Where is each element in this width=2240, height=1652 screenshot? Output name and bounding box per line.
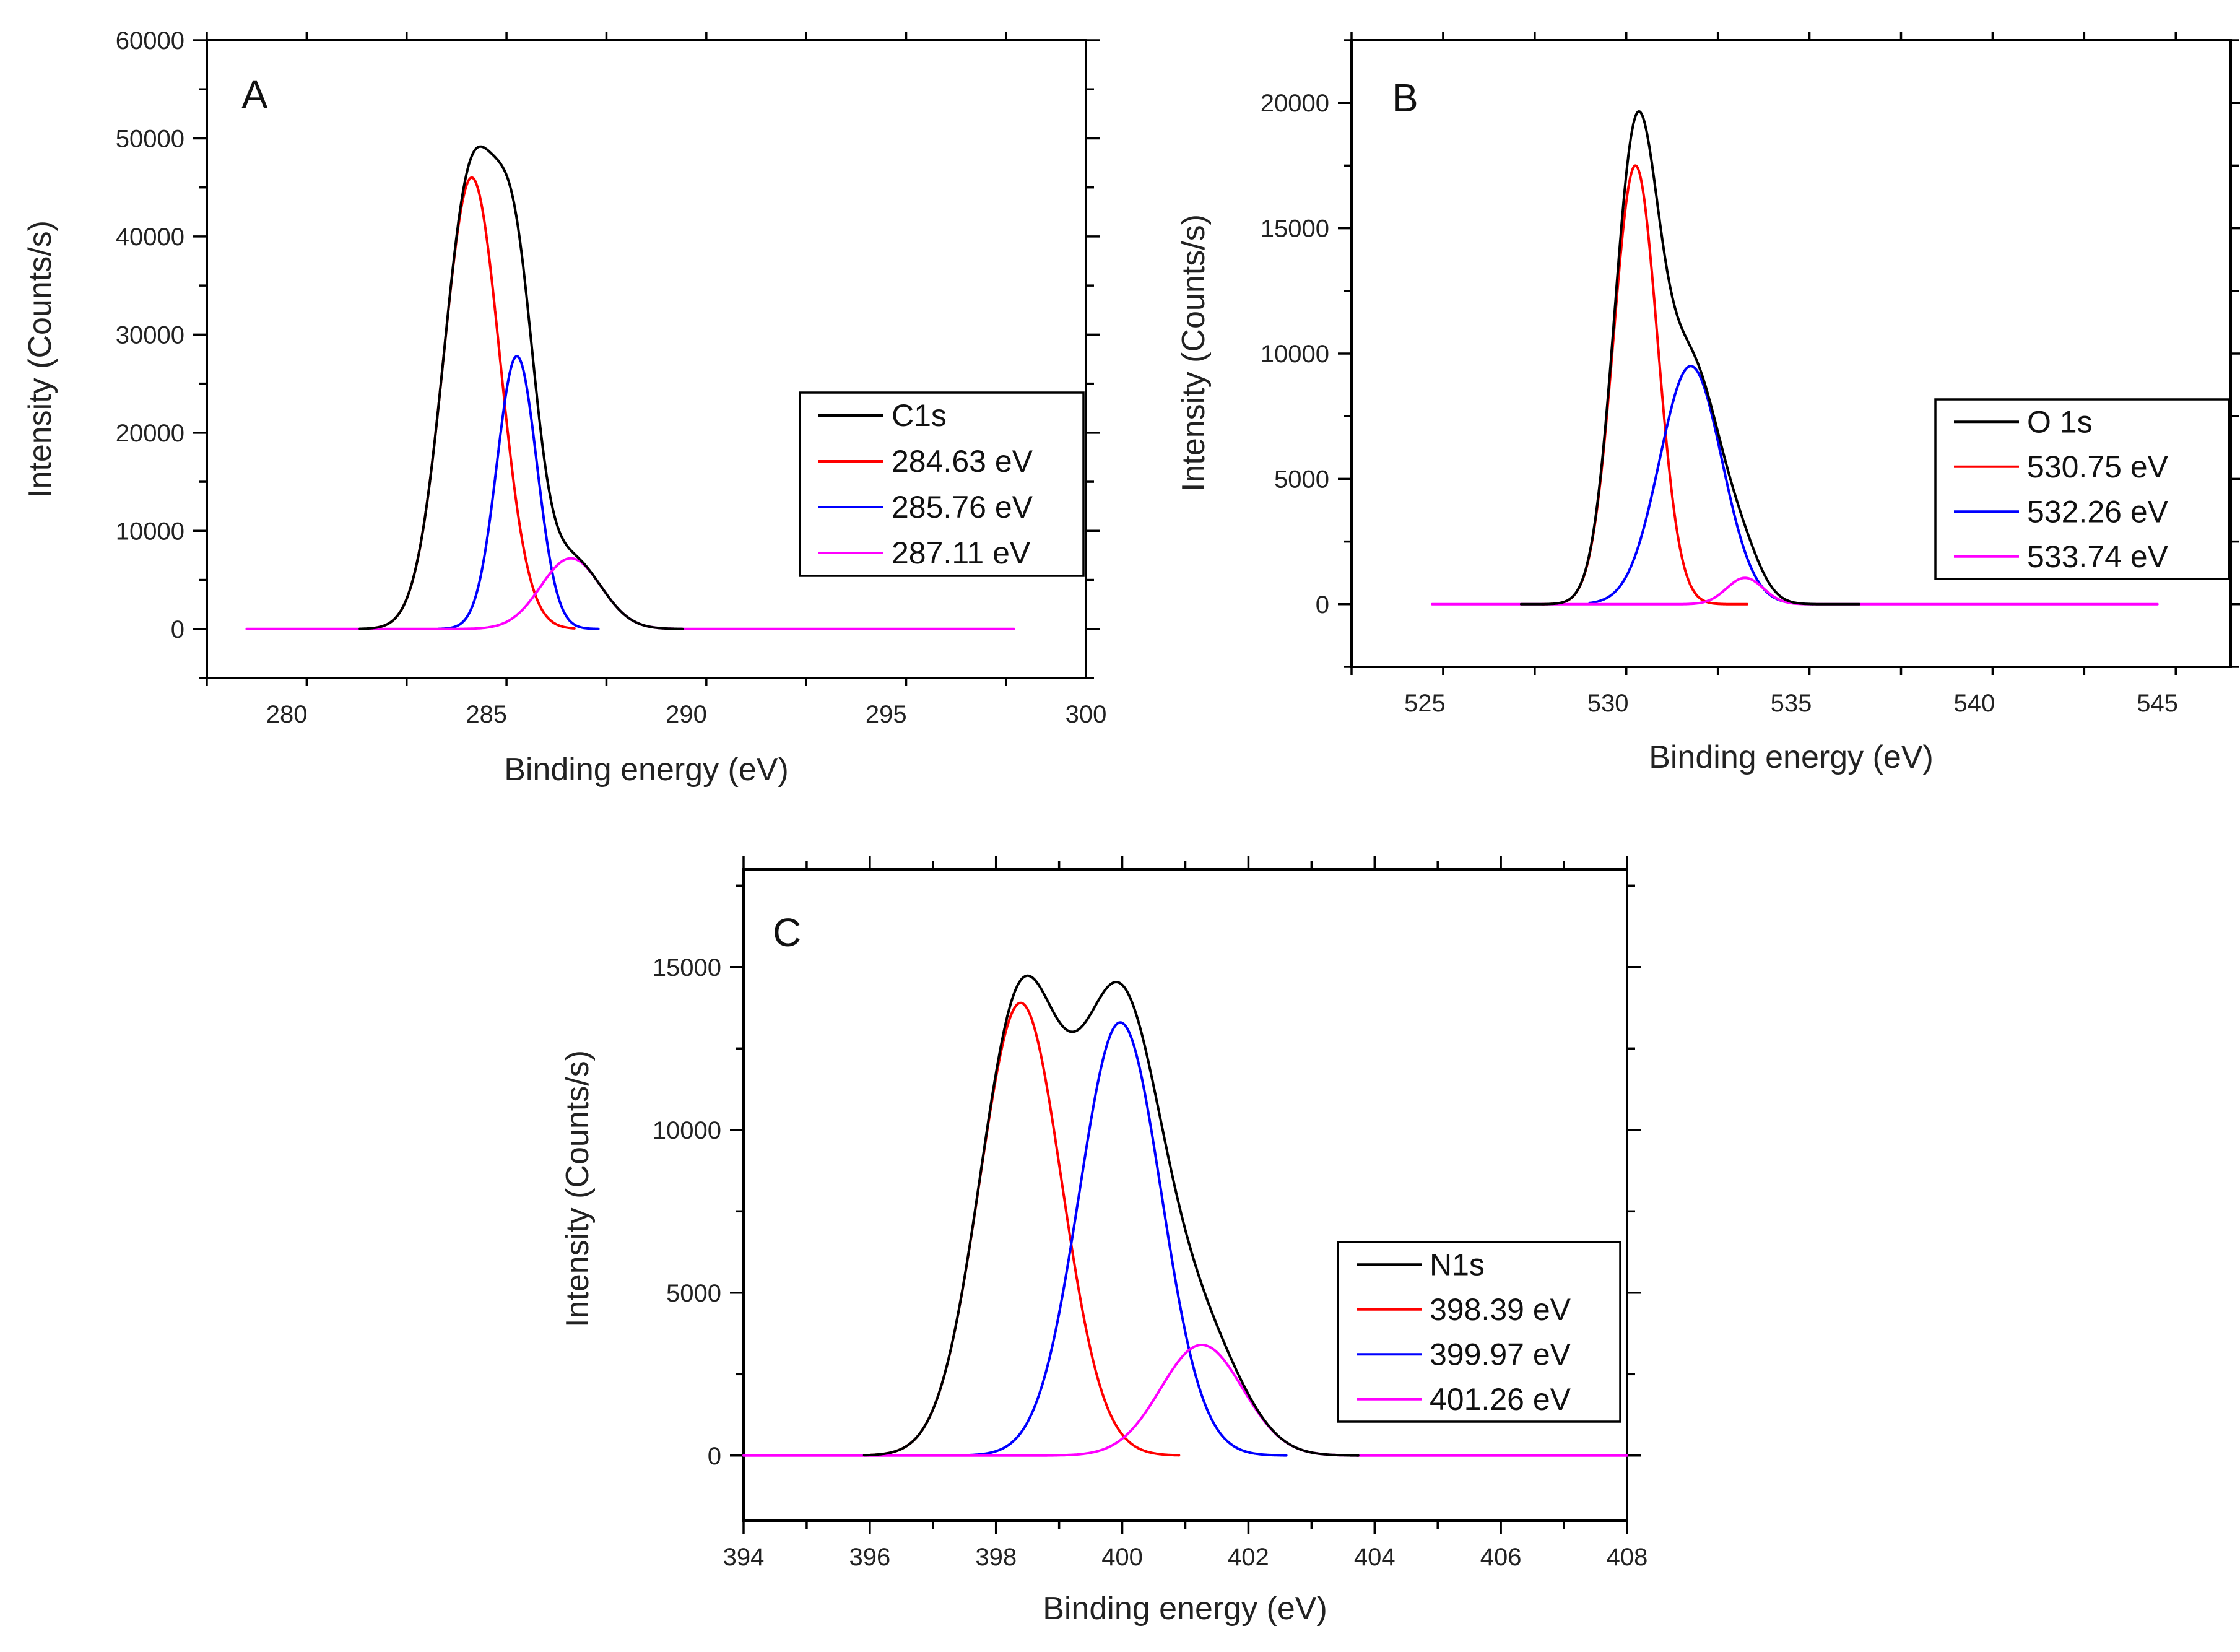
x-tick-label: 530: [1587, 690, 1629, 717]
envelope-curve: [1519, 110, 1861, 606]
tick-marks: [193, 32, 1100, 686]
plot-frame: [206, 39, 1087, 679]
legend-entries: N1s 398.39 eV 399.97 eV 401.26 eV: [1357, 1247, 1571, 1417]
x-axis-label: Binding energy (eV): [1043, 1591, 1327, 1627]
x-axis-label: Binding energy (eV): [504, 752, 789, 788]
legend-label: 284.63 eV: [892, 444, 1033, 479]
legend-box: [1934, 398, 2230, 580]
x-tick-label: 400: [1101, 1544, 1143, 1571]
spectrum-curves: [1431, 110, 2159, 606]
y-tick-label: 20000: [1261, 90, 1329, 117]
legend-label: 398.39 eV: [1430, 1292, 1571, 1327]
legend-label: N1s: [1430, 1247, 1485, 1282]
envelope-curve: [862, 974, 1360, 1457]
legend-label: 287.11 eV: [892, 536, 1031, 570]
component-curve: [1588, 365, 1815, 606]
x-tick-label: 545: [2137, 690, 2178, 717]
y-axis-label: Intensity (Counts/s): [22, 220, 58, 498]
legend: O 1s 530.75 eV 532.26 eV 533.74 eV: [1934, 398, 2230, 580]
component-curve: [437, 355, 600, 630]
x-tick-labels: 394 396 398 400 402 404 406 408: [723, 1544, 1648, 1571]
y-tick-label: 30000: [116, 321, 184, 349]
x-tick-label: 402: [1228, 1544, 1269, 1571]
x-tick-label: 404: [1354, 1544, 1396, 1571]
x-tick-label: 408: [1607, 1544, 1648, 1571]
x-axis-label: Binding energy (eV): [1649, 739, 1934, 775]
x-tick-labels: 525 530 535 540 545: [1404, 690, 2178, 717]
y-tick-label: 10000: [1261, 341, 1329, 368]
y-tick-labels: 0 5000 10000 15000 20000: [1261, 90, 1329, 619]
y-axis-label: Intensity (Counts/s): [560, 1050, 596, 1328]
y-tick-label: 10000: [653, 1117, 721, 1144]
x-tick-label: 396: [849, 1544, 890, 1571]
legend-label: 285.76 eV: [892, 490, 1033, 524]
legend-label: 533.74 eV: [2027, 539, 2169, 574]
panel-b: 525 530 535 540 545 0 5000 10000 15000 20000 B B…: [1176, 32, 2240, 775]
plot-frame: [742, 868, 1628, 1522]
x-tick-label: 280: [266, 701, 308, 728]
tick-marks: [730, 856, 1641, 1534]
x-tick-labels: 280 285 290 295 300: [266, 701, 1107, 728]
legend-label: C1s: [892, 398, 947, 433]
spectrum-curves: [742, 974, 1628, 1457]
legend-label: O 1s: [2027, 404, 2093, 439]
legend-label: 401.26 eV: [1430, 1382, 1571, 1417]
panel-label: C: [773, 910, 801, 955]
y-tick-label: 15000: [653, 954, 721, 981]
y-tick-labels: 0 10000 20000 30000 40000 50000 60000: [116, 27, 184, 643]
y-tick-label: 50000: [116, 125, 184, 152]
legend-label: 399.97 eV: [1430, 1337, 1571, 1372]
component-curve: [862, 1001, 1181, 1457]
y-tick-label: 5000: [666, 1280, 721, 1307]
x-tick-label: 394: [723, 1544, 765, 1571]
y-tick-label: 20000: [116, 420, 184, 447]
y-tick-label: 0: [708, 1443, 721, 1470]
panel-label: B: [1392, 76, 1418, 120]
y-tick-label: 5000: [1274, 466, 1329, 493]
legend-box: [799, 391, 1085, 577]
y-tick-label: 60000: [116, 27, 184, 54]
panel-a: 280 285 290 295 300 0 10000 20000 30000 40000 500…: [22, 27, 1106, 788]
y-tick-label: 15000: [1261, 215, 1329, 243]
component-curve: [957, 1021, 1288, 1457]
panel-c: 394 396 398 400 402 404 406 408 0 5000 10000 15000…: [560, 856, 1647, 1627]
x-tick-label: 398: [975, 1544, 1017, 1571]
panel-label: A: [241, 72, 268, 117]
legend: N1s 398.39 eV 399.97 eV 401.26 eV: [1337, 1241, 1621, 1423]
x-tick-label: 535: [1771, 690, 1812, 717]
component-curve: [1540, 164, 1748, 606]
legend-entries: C1s 284.63 eV 285.76 eV 287.11 eV: [818, 398, 1033, 570]
y-tick-label: 0: [171, 616, 184, 643]
legend: C1s 284.63 eV 285.76 eV 287.11 eV: [799, 391, 1085, 577]
component-curve: [1431, 576, 2159, 606]
y-tick-label: 40000: [116, 224, 184, 251]
x-tick-label: 406: [1480, 1544, 1522, 1571]
x-tick-label: 540: [1953, 690, 1995, 717]
tick-marks: [1338, 32, 2240, 675]
y-axis-label: Intensity (Counts/s): [1176, 214, 1212, 492]
legend-entries: O 1s 530.75 eV 532.26 eV 533.74 eV: [1954, 404, 2169, 574]
legend-label: 530.75 eV: [2027, 450, 2169, 484]
component-curve: [373, 176, 576, 630]
y-tick-labels: 0 5000 10000 15000: [653, 954, 721, 1470]
y-tick-label: 0: [1316, 591, 1329, 619]
envelope-curve: [358, 145, 684, 630]
x-tick-label: 285: [466, 701, 507, 728]
x-tick-label: 525: [1404, 690, 1446, 717]
spectrum-curves: [245, 145, 1015, 630]
component-curve: [742, 1344, 1628, 1457]
legend-label: 532.26 eV: [2027, 494, 2169, 529]
x-tick-label: 295: [866, 701, 907, 728]
x-tick-label: 300: [1066, 701, 1107, 728]
y-tick-label: 10000: [116, 518, 184, 545]
x-tick-label: 290: [666, 701, 707, 728]
legend-box: [1337, 1241, 1621, 1423]
